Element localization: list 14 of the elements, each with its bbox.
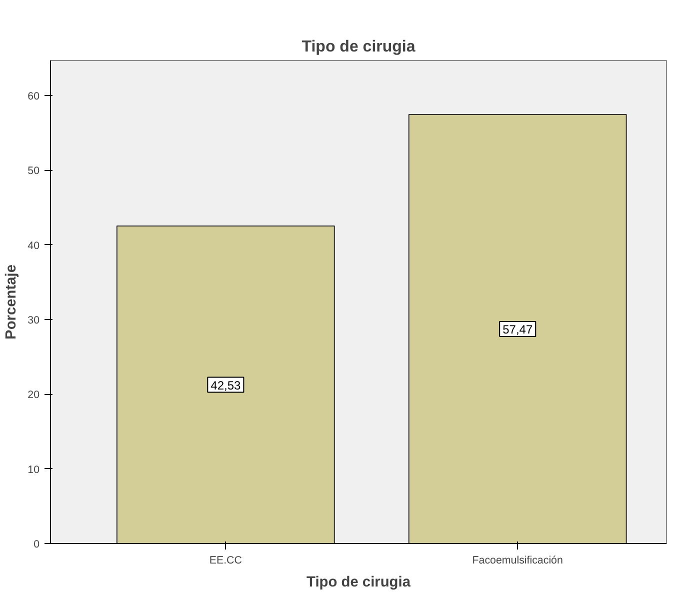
- x-tick-label: Facoemulsificación: [472, 554, 563, 566]
- y-tick-label: 20: [28, 389, 40, 402]
- y-axis-title: Porcentaje: [4, 264, 20, 340]
- x-tick-label: EE.CC: [209, 554, 242, 566]
- y-tick-label: 40: [28, 240, 40, 252]
- chart-title: Tipo de cirugia: [302, 38, 416, 56]
- y-tick-label: 0: [34, 538, 40, 550]
- x-axis-title: Tipo de cirugia: [306, 574, 412, 590]
- y-tick-label: 10: [28, 464, 40, 476]
- y-tick-label: 50: [28, 165, 40, 178]
- y-tick-label: 30: [28, 314, 40, 327]
- data-label: 42,53: [210, 378, 242, 392]
- data-label: 57,47: [502, 322, 533, 336]
- y-tick-label: 60: [28, 90, 40, 103]
